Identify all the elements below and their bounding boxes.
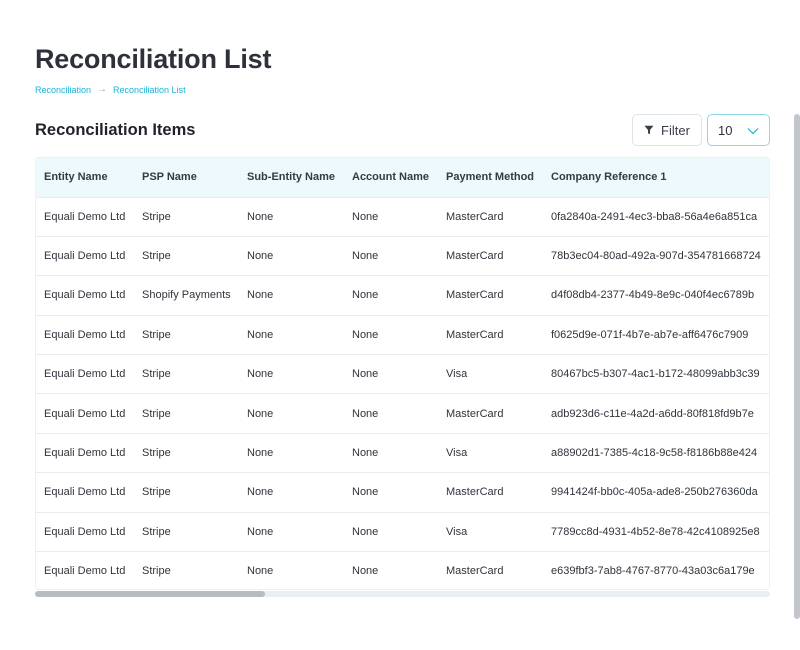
table-cell: Visa xyxy=(446,368,468,381)
table-cell: None xyxy=(247,486,274,499)
table-cell: Equali Demo Ltd xyxy=(44,565,126,578)
table-row[interactable]: Equali Demo Ltd Stripe None None MasterCard a… xyxy=(36,393,769,433)
table-cell: Shopify Payments xyxy=(142,289,231,302)
table-cell: None xyxy=(247,525,274,538)
table-cell: Stripe xyxy=(142,486,171,499)
table-cell: None xyxy=(352,565,379,578)
column-header[interactable]: PSP Name xyxy=(142,171,197,184)
table-cell: Stripe xyxy=(142,565,171,578)
table-cell: None xyxy=(247,289,274,302)
table-row[interactable]: Equali Demo Ltd Stripe None None MasterCard 9… xyxy=(36,472,769,512)
table-cell: 0fa2840a-2491-4ec3-bba8-56a4e6a851ca xyxy=(551,210,758,223)
table-header-row: Entity Name PSP Name Sub-Entity Name Accoun… xyxy=(36,158,769,197)
table-cell: MasterCard xyxy=(446,486,504,499)
table-body: Equali Demo Ltd Stripe None None MasterCard 0… xyxy=(36,197,769,589)
table-cell: MasterCard xyxy=(446,407,504,420)
table-cell: Stripe xyxy=(142,328,171,341)
table-cell: None xyxy=(247,368,274,381)
horizontal-scrollbar[interactable] xyxy=(35,591,770,597)
column-header[interactable]: Company Reference 1 xyxy=(551,171,667,184)
table-cell: MasterCard xyxy=(446,210,504,223)
table-cell: None xyxy=(352,525,379,538)
table-cell: None xyxy=(247,328,274,341)
table-cell: Equali Demo Ltd xyxy=(44,525,126,538)
table-cell: Equali Demo Ltd xyxy=(44,250,126,263)
table-cell: None xyxy=(352,407,379,420)
column-header[interactable]: Sub-Entity Name xyxy=(247,171,336,184)
table-cell: Stripe xyxy=(142,407,171,420)
table-cell: MasterCard xyxy=(446,289,504,302)
table-cell: f0625d9e-071f-4b7e-ab7e-aff6476c7909 xyxy=(551,328,749,341)
page-title: Reconciliation List xyxy=(35,44,272,74)
table-row[interactable]: Equali Demo Ltd Stripe None None Visa a88902d… xyxy=(36,433,769,472)
page-size-select[interactable]: 10 xyxy=(707,114,770,146)
table-cell: Visa xyxy=(446,447,468,460)
table-cell: None xyxy=(352,328,379,341)
column-header[interactable]: Account Name xyxy=(352,171,430,184)
table-row[interactable]: Equali Demo Ltd Stripe None None MasterCard 0… xyxy=(36,197,769,236)
column-header[interactable]: Entity Name xyxy=(44,171,108,184)
table-cell: Equali Demo Ltd xyxy=(44,407,126,420)
column-header[interactable]: Payment Method xyxy=(446,171,535,184)
table-cell: Equali Demo Ltd xyxy=(44,289,126,302)
table-cell: Stripe xyxy=(142,525,171,538)
table-cell: None xyxy=(247,250,274,263)
table-cell: adb923d6-c11e-4a2d-a6dd-80f818fd9b7e xyxy=(551,407,754,420)
table-cell: MasterCard xyxy=(446,565,504,578)
table-cell: e639fbf3-7ab8-4767-8770-43a03c6a179e xyxy=(551,565,755,578)
horizontal-scrollbar-thumb[interactable] xyxy=(35,591,265,597)
table-row[interactable]: Equali Demo Ltd Stripe None None Visa 80467bc… xyxy=(36,354,769,394)
table-cell: None xyxy=(352,447,379,460)
table-cell: Stripe xyxy=(142,250,171,263)
table-row[interactable]: Equali Demo Ltd Stripe None None MasterCard e… xyxy=(36,551,769,589)
table-cell: Stripe xyxy=(142,210,171,223)
chevron-down-icon xyxy=(747,123,759,138)
table-cell: None xyxy=(352,368,379,381)
table-row[interactable]: Equali Demo Ltd Stripe None None MasterCard 7… xyxy=(36,236,769,275)
table-cell: a88902d1-7385-4c18-9c58-f8186b88e424 xyxy=(551,447,758,460)
table-cell: Stripe xyxy=(142,447,171,460)
table-cell: None xyxy=(352,289,379,302)
vertical-scrollbar-thumb[interactable] xyxy=(794,114,800,619)
reconciliation-table: Entity Name PSP Name Sub-Entity Name Accoun… xyxy=(35,157,770,590)
filter-button[interactable]: Filter xyxy=(632,114,702,146)
table-cell: None xyxy=(352,486,379,499)
breadcrumb-separator: → xyxy=(97,84,108,95)
table-cell: None xyxy=(352,210,379,223)
table-row[interactable]: Equali Demo Ltd Shopify Payments None None M… xyxy=(36,275,769,315)
table-cell: Equali Demo Ltd xyxy=(44,486,126,499)
table-cell: Equali Demo Ltd xyxy=(44,368,126,381)
table-cell: Equali Demo Ltd xyxy=(44,210,126,223)
table-cell: None xyxy=(352,250,379,263)
table-cell: Equali Demo Ltd xyxy=(44,447,126,460)
breadcrumb: Reconciliation → Reconciliation List xyxy=(35,84,186,95)
section-title: Reconciliation Items xyxy=(35,121,196,139)
table-row[interactable]: Equali Demo Ltd Stripe None None MasterCard f… xyxy=(36,315,769,354)
table-cell: MasterCard xyxy=(446,328,504,341)
table-cell: None xyxy=(247,447,274,460)
table-cell: 7789cc8d-4931-4b52-8e78-42c4108925e8 xyxy=(551,525,760,538)
table-cell: Stripe xyxy=(142,368,171,381)
table-cell: MasterCard xyxy=(446,250,504,263)
table-cell: None xyxy=(247,407,274,420)
funnel-icon xyxy=(644,123,654,138)
table-cell: Visa xyxy=(446,525,468,538)
table-cell: Equali Demo Ltd xyxy=(44,328,126,341)
breadcrumb-item-reconciliation[interactable]: Reconciliation xyxy=(35,84,92,95)
page-size-value: 10 xyxy=(718,122,733,138)
table-cell: 78b3ec04-80ad-492a-907d-354781668724 xyxy=(551,250,761,263)
table-cell: d4f08db4-2377-4b49-8e9c-040f4ec6789b xyxy=(551,289,755,302)
table-cell: 9941424f-bb0c-405a-ade8-250b276360da xyxy=(551,486,758,499)
table-cell: None xyxy=(247,210,274,223)
table-cell: None xyxy=(247,565,274,578)
filter-button-label: Filter xyxy=(661,122,690,138)
breadcrumb-item-reconciliation-list[interactable]: Reconciliation List xyxy=(113,84,186,95)
table-row[interactable]: Equali Demo Ltd Stripe None None Visa 7789cc8… xyxy=(36,512,769,551)
table-cell: 80467bc5-b307-4ac1-b172-48099abb3c39 xyxy=(551,368,760,381)
